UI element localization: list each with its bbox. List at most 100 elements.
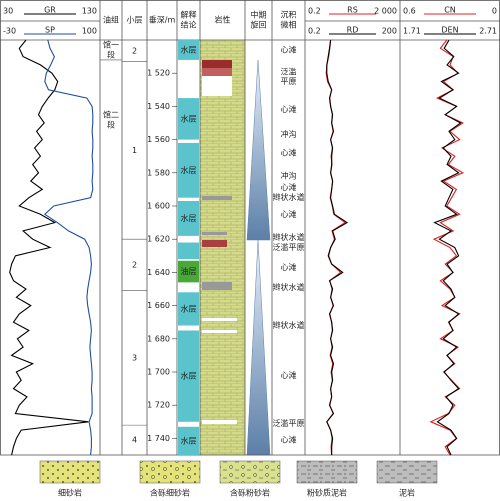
curve-name: DEN — [441, 26, 458, 35]
lithology-band — [202, 60, 232, 68]
facies-label: 平原 — [281, 77, 297, 86]
oil-group-label: 馆一 — [103, 39, 119, 49]
facies-label: 辫状水道 — [273, 282, 305, 292]
interpretation-block — [178, 260, 199, 283]
column-header: 微相 — [281, 20, 297, 30]
interpretation-block — [178, 201, 199, 236]
lithology-band — [202, 282, 232, 290]
lithology-band — [202, 318, 237, 321]
depth-tick-label: 1 720 — [147, 401, 170, 410]
column-header: 小层 — [127, 16, 143, 25]
depth-tick-label: 1 680 — [147, 334, 170, 343]
lithology-band — [202, 420, 237, 424]
curve-scale-label: 0.2 — [308, 7, 321, 16]
depth-tick-label: 1 700 — [147, 368, 170, 377]
facies-label: 泛滥 — [281, 66, 297, 76]
lithology-column — [200, 40, 245, 455]
depth-tick-label: 1 740 — [147, 434, 170, 443]
curve-scale-label: 130 — [82, 7, 97, 16]
legend-swatch — [219, 460, 281, 484]
log-curve — [433, 39, 462, 456]
facies-label: 心滩 — [281, 209, 297, 219]
interpretation-label: 水层 — [181, 435, 197, 445]
interpretation-label: 水层 — [181, 303, 197, 313]
facies-label: 心滩 — [281, 370, 297, 380]
column-header: 解释 — [181, 10, 197, 20]
depth-tick-label: 1 560 — [147, 135, 170, 144]
cycle-triangle — [246, 239, 271, 456]
interpretation-block — [178, 292, 199, 326]
layer-label: 1 — [132, 146, 137, 155]
facies-label: 辫状水道 — [273, 232, 305, 242]
facies-label: 冲沟 — [281, 171, 297, 181]
lithology-band — [202, 76, 232, 96]
interpretation-label: 水层 — [181, 44, 197, 54]
curve-scale-label: 100 — [82, 27, 97, 36]
facies-label: 心滩 — [281, 262, 297, 272]
log-curve — [326, 39, 349, 455]
legend-swatch — [376, 460, 438, 484]
curve-scale-label: 200 — [382, 27, 397, 36]
log-curve — [325, 39, 347, 456]
facies-label: 冲沟 — [281, 129, 297, 139]
interpretation-block — [178, 330, 199, 422]
facies-label: 泛滥平原 — [273, 418, 305, 428]
interpretation-label: 水层 — [181, 213, 197, 223]
facies-label: 心滩 — [281, 44, 297, 54]
curve-name: GR — [44, 6, 56, 15]
column-header: 结论 — [181, 20, 197, 30]
layer-label: 2 — [132, 46, 137, 55]
facies-label: 心滩 — [281, 104, 297, 114]
lithology-band — [202, 330, 237, 333]
legend-swatch — [139, 460, 201, 484]
lithology-band — [202, 240, 227, 247]
interpretation-block — [178, 426, 199, 455]
facies-label: 辫状水道 — [273, 320, 305, 330]
curve-scale-label: 0.2 — [308, 27, 321, 36]
depth-tick-label: 1 580 — [147, 168, 170, 177]
depth-tick-label: 1 540 — [147, 102, 170, 111]
lithology-band — [202, 232, 227, 235]
interpretation-label: 水层 — [181, 165, 197, 175]
oil-group-label: 馆二 — [103, 109, 119, 119]
curve-name: RS — [347, 6, 358, 15]
interpretation-block — [178, 242, 199, 260]
depth-tick-label: 1 520 — [147, 69, 170, 78]
legend-label: 含砾粉砂岩 — [230, 488, 270, 498]
curve-scale-label: -30 — [3, 27, 16, 36]
depth-tick-label: 1 600 — [147, 202, 170, 211]
legend-label: 含砾细砂岩 — [150, 488, 190, 498]
column-header: 油组 — [103, 15, 119, 25]
column-header: 旋回 — [251, 20, 267, 30]
interpretation-block — [178, 98, 199, 140]
oil-group-label: 段 — [107, 49, 115, 59]
interpretation-label: 水层 — [181, 371, 197, 381]
curve-scale-label: 2 000 — [374, 7, 397, 16]
facies-label: 心滩 — [281, 147, 297, 157]
layer-label: 4 — [132, 436, 137, 445]
facies-label: 心滩 — [281, 182, 297, 192]
legend-swatch — [296, 460, 358, 484]
interpretation-label: 油层 — [181, 266, 197, 276]
curve-scale-label: 2.71 — [479, 27, 497, 36]
layer-label: 3 — [132, 353, 137, 362]
cycle-triangle — [246, 59, 271, 241]
interpretation-block — [178, 142, 199, 198]
curve-scale-label: 30 — [3, 7, 13, 16]
facies-label: 泛滥平原 — [273, 242, 305, 252]
facies-label: 辫状水道 — [273, 192, 305, 202]
interpretation-label: 水层 — [181, 113, 197, 123]
layer-label: 2 — [132, 260, 137, 269]
interpretation-block — [178, 40, 199, 60]
column-header: 岩性 — [215, 15, 231, 25]
curve-name: SP — [45, 26, 55, 35]
curve-scale-label: 1.71 — [403, 27, 421, 36]
depth-tick-label: 1 660 — [147, 301, 170, 310]
column-header: 垂深/m — [149, 15, 176, 25]
legend-label: 泥岩 — [399, 488, 415, 498]
lithology-band — [202, 68, 232, 76]
log-curve — [9, 39, 89, 456]
legend-label: 细砂岩 — [58, 488, 82, 498]
